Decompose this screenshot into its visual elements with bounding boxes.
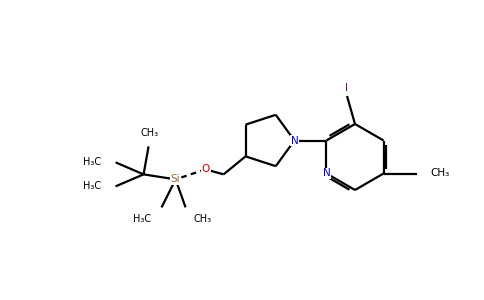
Text: H₃C: H₃C (83, 158, 102, 167)
Text: Si: Si (171, 174, 181, 184)
Text: CH₃: CH₃ (431, 169, 450, 178)
Text: H₃C: H₃C (83, 182, 102, 191)
Text: CH₃: CH₃ (140, 128, 159, 138)
Text: O: O (201, 164, 210, 174)
Text: CH₃: CH₃ (194, 214, 212, 224)
Text: H₃C: H₃C (134, 214, 151, 224)
Text: N: N (290, 136, 298, 146)
Text: N: N (322, 169, 330, 178)
Text: I: I (345, 83, 348, 93)
